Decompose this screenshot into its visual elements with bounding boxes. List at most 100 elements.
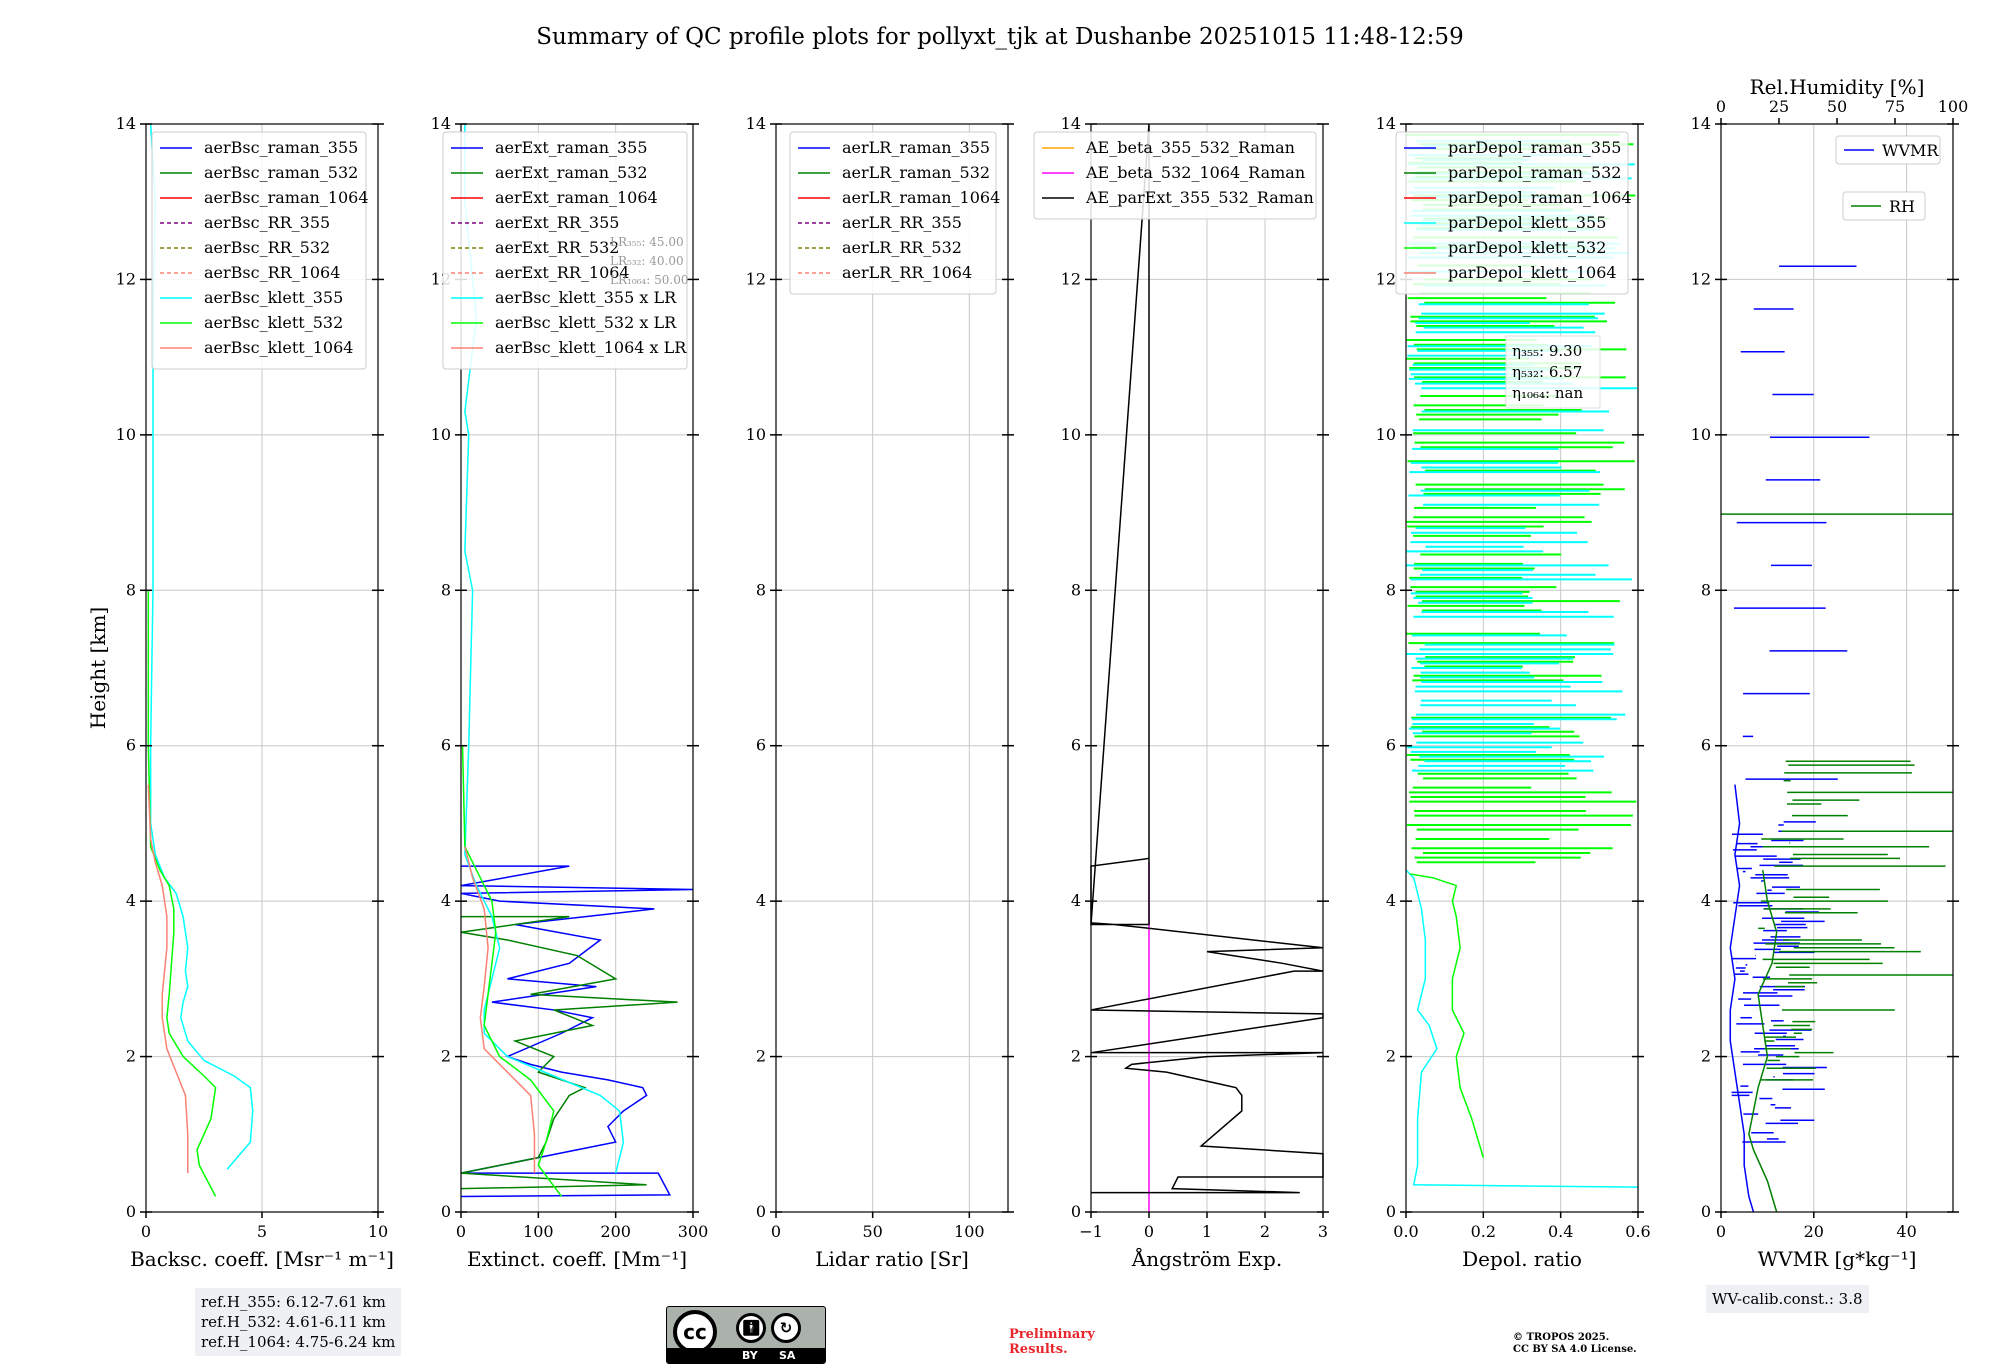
x-tick-label: 3: [1318, 1222, 1328, 1241]
eta-annotation: η₃₅₅: 9.30: [1512, 342, 1582, 360]
ref-height-532: ref.H_532: 4.61-6.11 km: [201, 1313, 386, 1331]
y-tick-label: 2: [126, 1047, 136, 1066]
series-line-AE_parExt_355_532_Raman: [1090, 123, 1324, 1194]
series-line-aerBsc_klett_1064: [147, 784, 189, 1174]
panel-backscatter: 0 2 4 6 8 10 12 14 0 5 10 Backsc. coeff. [Msr⁻¹ m⁻¹…: [86, 114, 394, 1271]
preliminary-note: Preliminary Results.: [1009, 1327, 1095, 1357]
legend-label: aerBsc_RR_532: [204, 238, 330, 257]
x-tick-label: 1: [1202, 1222, 1212, 1241]
y-tick-label: 2: [1701, 1047, 1711, 1066]
y-tick-label: 14: [746, 114, 766, 133]
y-tick-label: 2: [756, 1047, 766, 1066]
x-tick-label: 0.6: [1625, 1222, 1650, 1241]
legend-label: parDepol_raman_532: [1448, 163, 1621, 182]
legend-label: aerExt_RR_532: [495, 238, 619, 257]
eta-annotation: η₁₀₆₄: nan: [1512, 384, 1583, 402]
series-line-aerExt_raman_532: [460, 915, 678, 1190]
series-line-aerBsc_klett_355: [149, 123, 254, 1170]
x-top-tick-label: 75: [1885, 97, 1905, 116]
ref-height-355: ref.H_355: 6.12-7.61 km: [201, 1293, 386, 1311]
legend-box: [789, 131, 997, 295]
y-tick-label: 12: [746, 269, 766, 288]
legend-label: aerLR_RR_355: [842, 213, 962, 232]
annotation-box: [1505, 335, 1601, 409]
legend-label: RH: [1889, 197, 1915, 216]
lidar-ratio-annotation: LR₁₀₆₄: 50.00: [610, 273, 688, 287]
y-tick-label: 14: [1376, 114, 1396, 133]
figure-title: Summary of QC profile plots for pollyxt_…: [536, 24, 1463, 50]
y-tick-label: 14: [431, 114, 451, 133]
x-tick-label: 0.2: [1471, 1222, 1496, 1241]
legend-label: parDepol_klett_355: [1448, 213, 1606, 232]
x-axis-label: Depol. ratio: [1462, 1247, 1582, 1271]
y-tick-label: 4: [1071, 891, 1081, 910]
x-tick-label: 100: [954, 1222, 985, 1241]
y-tick-label: 10: [1061, 425, 1081, 444]
lidar-ratio-annotation: LR₅₃₂: 40.00: [610, 254, 684, 268]
series-line-aerBsc_klett_532: [147, 590, 217, 1197]
y-tick-label: 0: [1701, 1202, 1711, 1221]
x-tick-label: 0: [456, 1222, 466, 1241]
y-tick-label: 2: [441, 1047, 451, 1066]
y-tick-label: 0: [1386, 1202, 1396, 1221]
legend-label: AE_beta_532_1064_Raman: [1085, 163, 1305, 182]
legend-label: aerExt_RR_1064: [495, 263, 630, 282]
y-tick-label: 8: [1386, 580, 1396, 599]
legend-box: [1033, 131, 1317, 220]
series-line-WVMR: [1729, 784, 1755, 1213]
x-tick-label: 20: [1804, 1222, 1824, 1241]
eta-annotation: η₅₃₂: 6.57: [1512, 363, 1582, 381]
legend-label: aerBsc_klett_1064 x LR: [495, 338, 687, 357]
x-tick-label: 10: [368, 1222, 388, 1241]
legend-label: parDepol_raman_355: [1448, 138, 1621, 157]
y-tick-label: 10: [746, 425, 766, 444]
y-tick-label: 4: [756, 891, 766, 910]
y-tick-label: 0: [1071, 1202, 1081, 1221]
legend-label: aerBsc_raman_1064: [204, 188, 369, 207]
legend-label: aerBsc_RR_1064: [204, 263, 340, 282]
legend-box: [442, 131, 688, 370]
legend-label: aerLR_raman_532: [842, 163, 990, 182]
legend-label: WVMR: [1882, 141, 1939, 160]
legend-label: aerBsc_klett_532 x LR: [495, 313, 677, 332]
copyright-line-2: CC BY SA 4.0 License.: [1513, 1344, 1637, 1355]
x-tick-label: 0.4: [1548, 1222, 1573, 1241]
copyright-line-1: © TROPOS 2025.: [1513, 1332, 1610, 1343]
y-tick-label: 8: [126, 580, 136, 599]
legend-label: aerBsc_raman_355: [204, 138, 358, 157]
y-tick-label: 6: [441, 736, 451, 755]
legend-label: aerBsc_RR_355: [204, 213, 330, 232]
y-tick-label: 14: [116, 114, 136, 133]
legend-label: aerLR_RR_1064: [842, 263, 972, 282]
axes-frame: [775, 123, 1009, 1213]
legend-label: aerExt_raman_1064: [495, 188, 658, 207]
y-tick-label: 12: [116, 269, 136, 288]
legend-box: [1395, 131, 1629, 295]
x-tick-label: 2: [1260, 1222, 1270, 1241]
panel-wvmr: 0 2 4 6 8 10 12 14 0 20 40 WVMR [g*kg⁻¹] 0 25 50 75 100 R…: [1691, 75, 1969, 1271]
legend-label: aerBsc_raman_532: [204, 163, 358, 182]
x-axis-label: Lidar ratio [Sr]: [815, 1247, 969, 1271]
preliminary-line-1: Preliminary: [1009, 1327, 1095, 1342]
legend-label: aerBsc_klett_532: [204, 313, 343, 332]
x-axis-label: Ångström Exp.: [1131, 1246, 1282, 1271]
x-axis-label: Extinct. coeff. [Mm⁻¹]: [467, 1247, 687, 1271]
x-axis-label: Backsc. coeff. [Msr⁻¹ m⁻¹]: [130, 1247, 394, 1271]
legend-box: [151, 131, 367, 370]
legend-label: aerBsc_klett_355: [204, 288, 343, 307]
x-tick-label: 0: [1144, 1222, 1154, 1241]
ref-height-1064: ref.H_1064: 4.75-6.24 km: [201, 1333, 396, 1351]
legend-label: aerBsc_klett_1064: [204, 338, 353, 357]
legend-label: AE_beta_355_532_Raman: [1085, 138, 1295, 157]
reference-height-box: ref.H_355: 6.12-7.61 km ref.H_532: 4.61-…: [195, 1288, 402, 1356]
x-top-tick-label: 0: [1716, 97, 1726, 116]
person-icon: 🚹︎: [736, 1313, 766, 1343]
legend-label: parDepol_klett_1064: [1448, 263, 1617, 282]
y-tick-label: 4: [1386, 891, 1396, 910]
y-tick-label: 0: [126, 1202, 136, 1221]
panel-lidar_ratio: 0 2 4 6 8 10 12 14 0 50 100 Lidar ratio [Sr] aerLR_r…: [746, 114, 1014, 1271]
y-tick-label: 4: [441, 891, 451, 910]
copyright-note: © TROPOS 2025. CC BY SA 4.0 License.: [1513, 1332, 1637, 1356]
